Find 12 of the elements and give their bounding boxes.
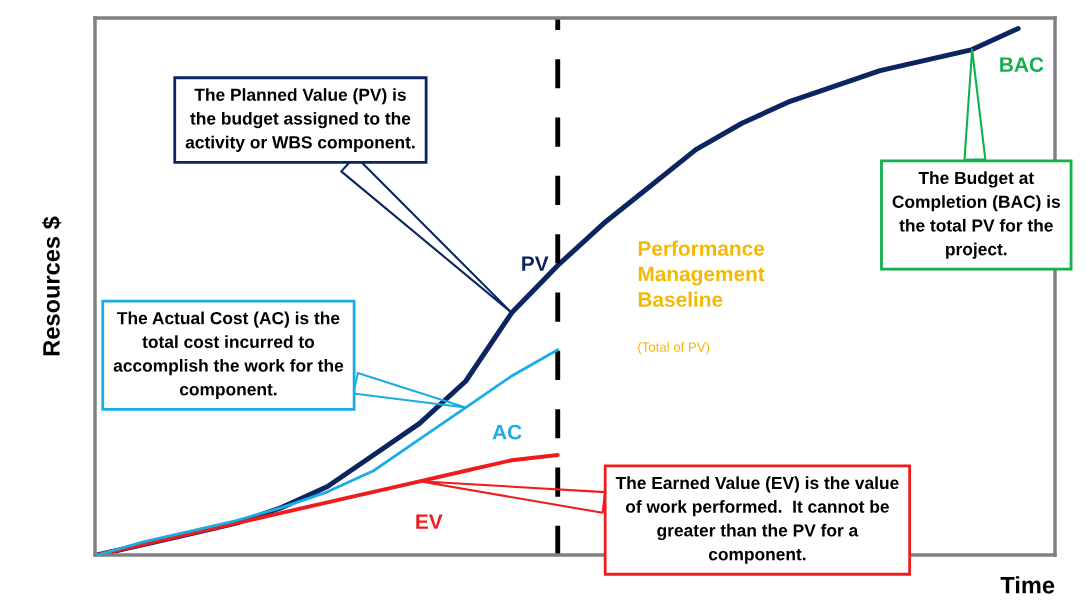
series-label: PV — [522, 256, 549, 271]
annotation: BAC — [1000, 57, 1044, 72]
x-axis-title: Time — [1000, 576, 1055, 594]
annotation: The Budget at Completion (BAC) is the total PV for the project. — [892, 171, 1060, 259]
series-label: EV — [416, 514, 443, 529]
annotation: (Total of PV) — [638, 342, 710, 355]
series-label: AC — [492, 424, 522, 440]
annotation: The Earned Value (EV) is the value of work performed. It cannot be greater than the PV for a component. — [615, 476, 899, 564]
annotation: The Actual Cost (AC) is the total cost incurred to accomplish the work for the component. — [113, 311, 344, 399]
y-axis-title: Resources $ — [42, 216, 62, 356]
annotation: Performance Management Baseline — [638, 240, 765, 307]
annotation: The Planned Value (PV) is the budget assigned to the activity or WBS component. — [185, 88, 415, 152]
